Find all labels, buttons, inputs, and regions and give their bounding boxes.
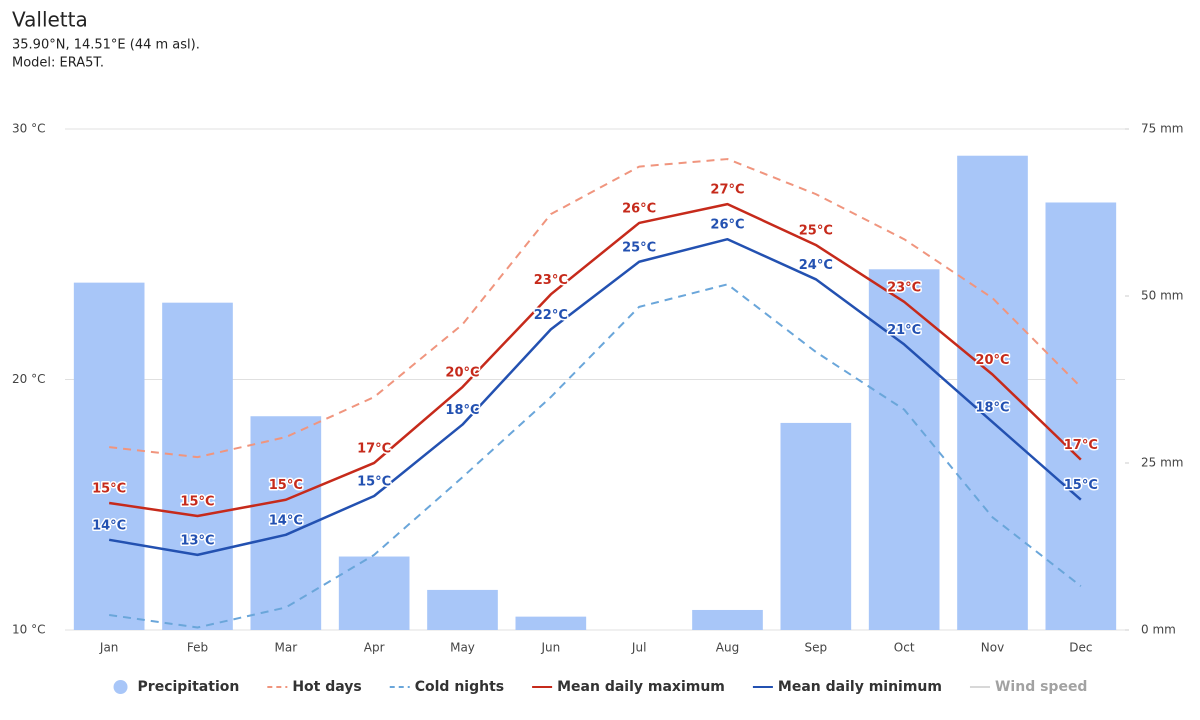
line [108,237,1082,557]
legend-label: Mean daily minimum [778,679,942,695]
x-tick-label: Oct [894,641,915,655]
legend-label: Mean daily maximum [557,679,725,695]
legend-marker [113,680,128,694]
legend-label: Hot days [292,679,361,695]
bar [780,422,852,630]
data-label: 15°C [92,481,126,496]
legend-label: Cold nights [415,679,504,695]
data-label: 14°C [269,513,303,528]
x-tick-label: Nov [981,641,1004,655]
y2-tick-label: 25 mm [1141,456,1183,470]
data-label: 21°C [887,323,921,338]
data-label: 27°C [710,183,744,198]
plot-area: 10 °C 20 °C 30 °C 0 mm 25 mm 50 mm 75 mm Jan Feb… [12,122,1183,655]
data-label: 23°C [534,273,568,288]
chart-subtitle: Model: ERA5T. [12,56,104,71]
data-label: 20°C [975,353,1009,368]
legend: Precipitation Hot days Cold nights Mean dai… [113,679,1087,695]
chart-subtitle: 35.90°N, 14.51°E (44 m asl). [12,38,200,53]
x-tick-label: Mar [275,641,298,655]
x-tick-label: Jul [631,641,646,655]
line [108,202,1082,518]
chart-title: Valletta [12,8,88,32]
x-tick-label: Jun [540,641,560,655]
data-label: 18°C [445,403,479,418]
bar [868,269,940,630]
data-label: 14°C [92,518,126,533]
bar [427,589,498,630]
data-label: 18°C [975,401,1009,416]
y-tick-label: 30 °C [12,122,45,136]
y-tick-label: 20 °C [12,372,45,386]
bar [162,302,233,630]
bar [338,556,410,630]
y-tick-label: 10 °C [12,623,45,637]
y2-tick-label: 0 mm [1141,623,1176,637]
data-label: 15°C [180,495,214,510]
data-label: 25°C [799,223,833,238]
legend-label: Precipitation [138,679,240,695]
y2-tick-label: 50 mm [1141,289,1183,303]
data-label: 17°C [1064,438,1098,453]
data-label: 22°C [534,308,568,323]
x-tick-label: Dec [1069,641,1092,655]
data-label: 25°C [622,240,656,255]
bar [73,282,145,630]
x-tick-label: Aug [716,641,739,655]
data-label: 17°C [357,441,391,456]
bar [1045,202,1117,631]
x-tick-label: May [450,641,475,655]
data-label: 24°C [799,258,833,273]
bar [957,155,1028,630]
x-tick-label: Sep [805,641,828,655]
bar [515,616,587,630]
data-label: 26°C [622,201,656,216]
data-label: 13°C [180,533,214,548]
x-tick-label: Apr [364,641,385,655]
bar [692,609,763,630]
data-label: 15°C [269,478,303,493]
y2-tick-label: 75 mm [1141,122,1183,136]
x-tick-label: Feb [187,641,208,655]
data-label: 20°C [445,366,479,381]
data-label: 26°C [710,218,744,233]
data-label: 23°C [887,280,921,295]
data-label: 15°C [357,474,391,489]
data-label: 15°C [1064,478,1098,493]
legend-label: Wind speed [995,679,1087,695]
x-tick-label: Jan [99,641,119,655]
